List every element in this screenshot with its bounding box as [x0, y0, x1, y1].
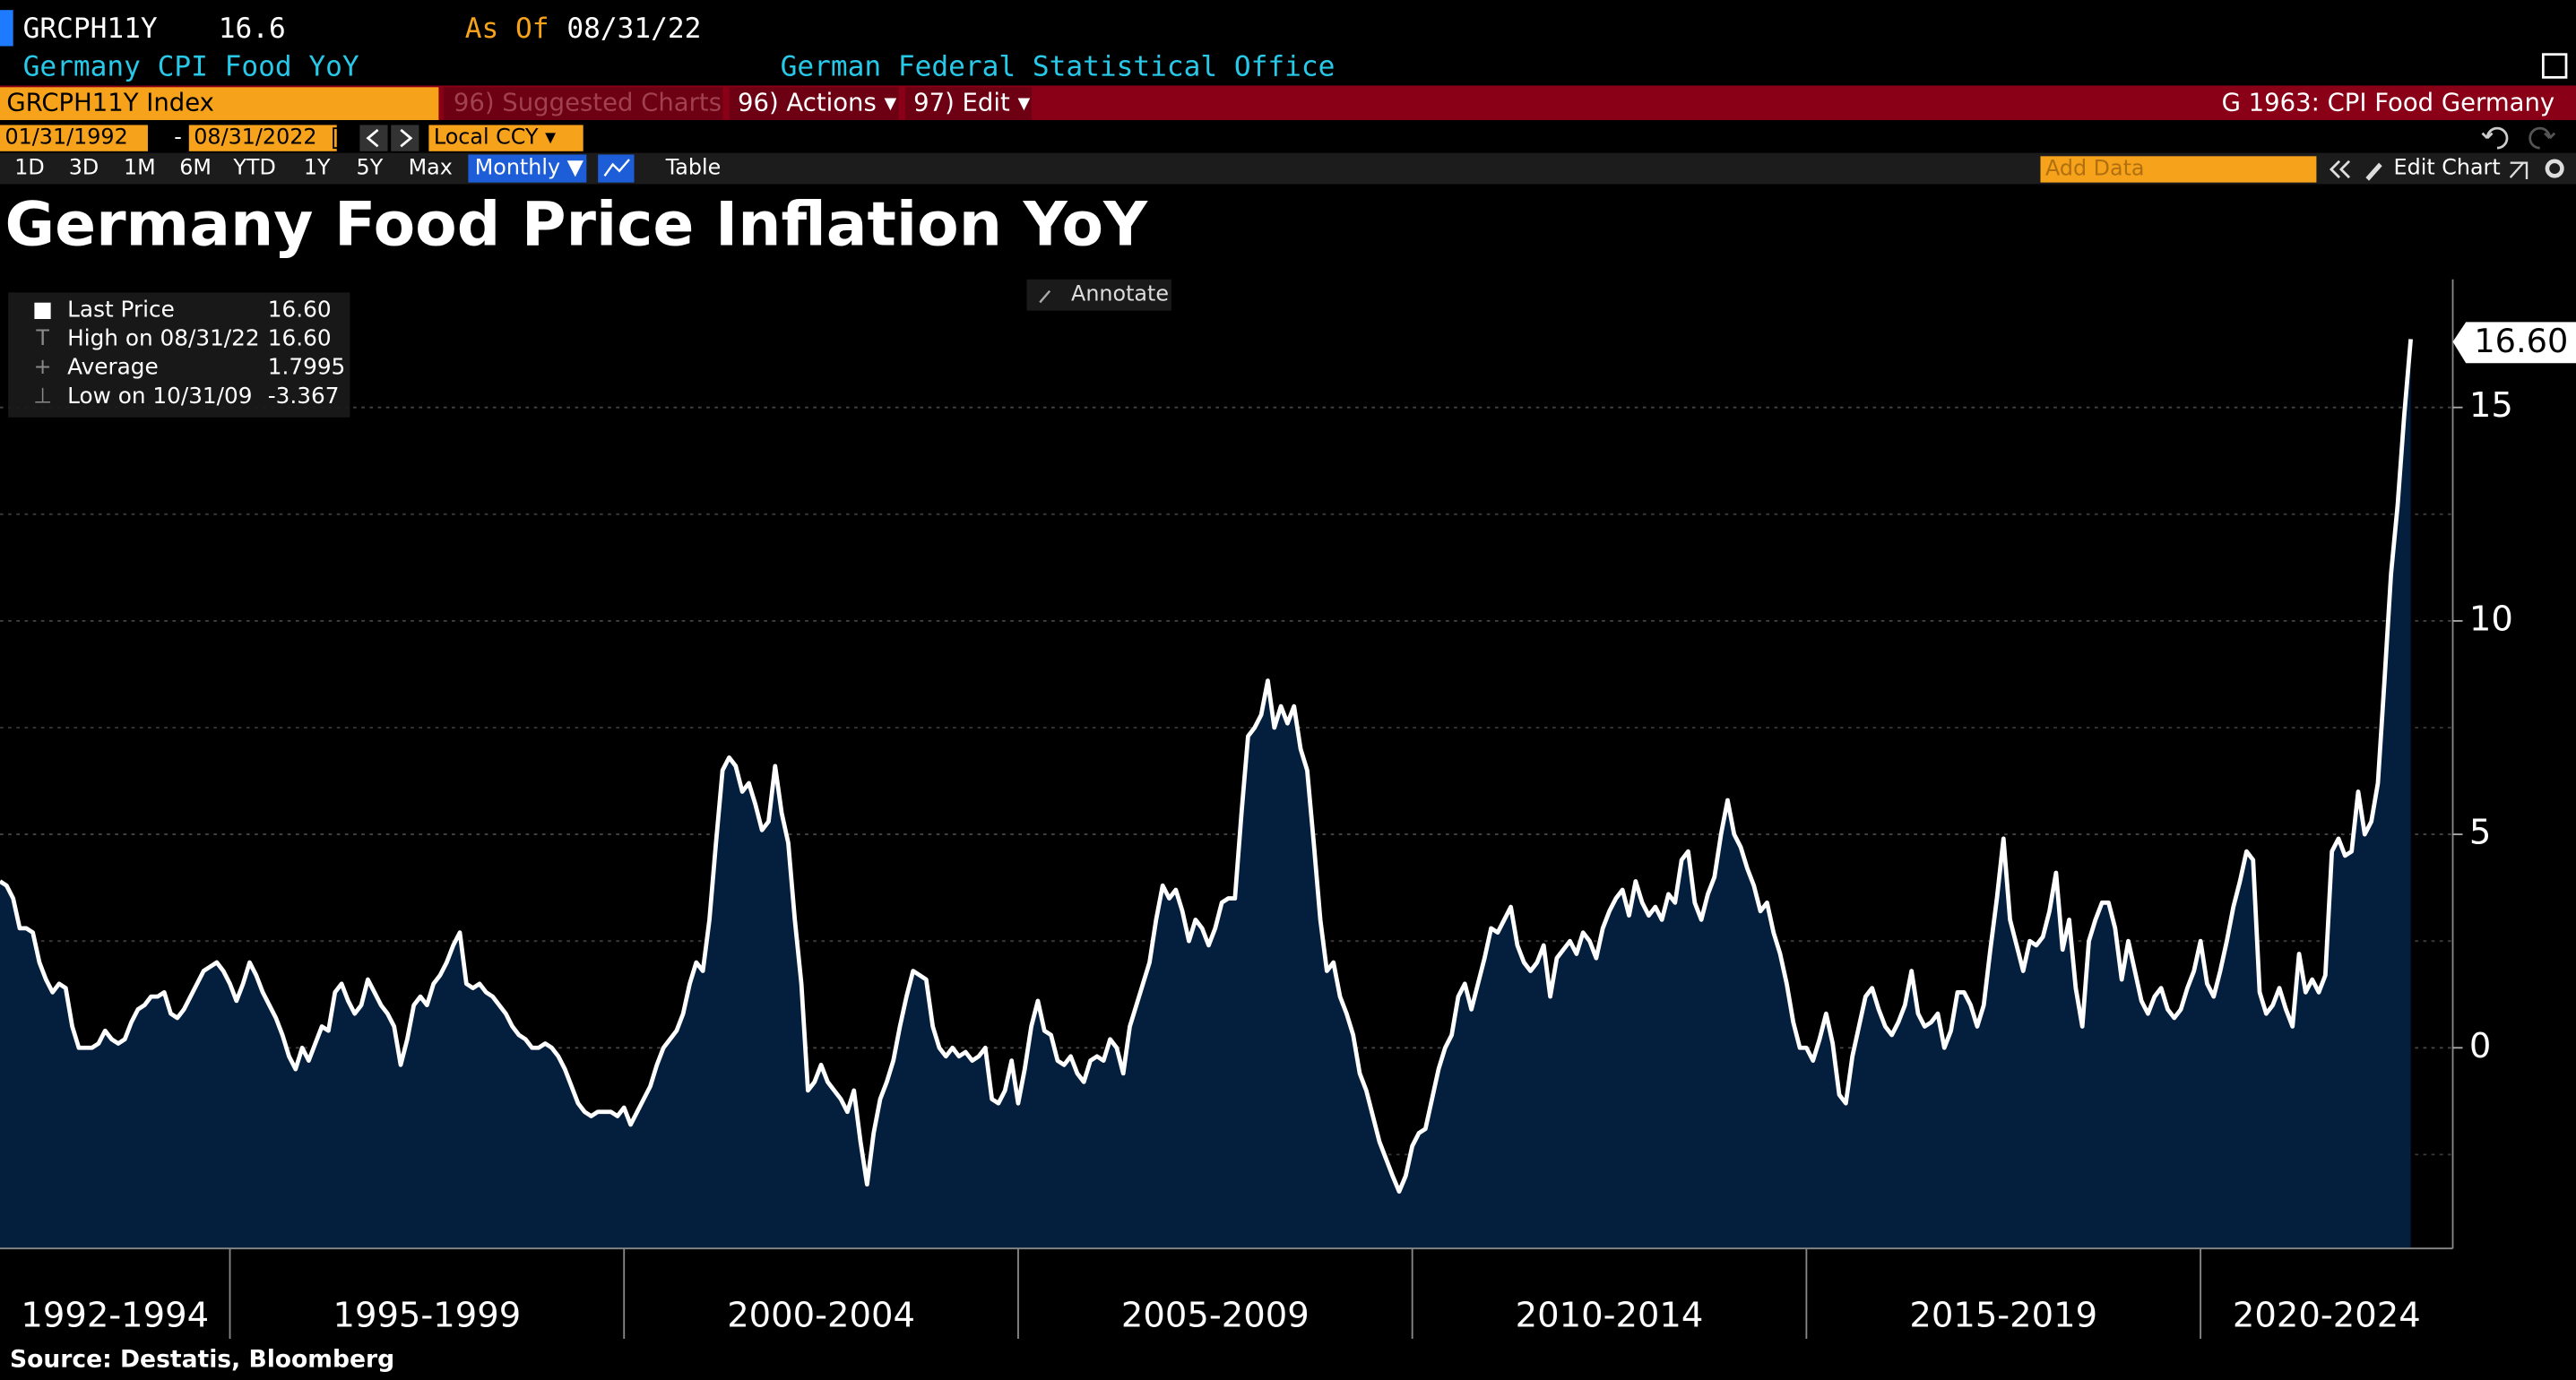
security-name: Germany CPI Food YoY	[23, 50, 359, 82]
range-button[interactable]: 1Y	[304, 155, 331, 180]
date-dash: -	[174, 125, 182, 150]
range-button[interactable]: Max	[409, 155, 453, 180]
x-tick-label: 2005-2009	[1121, 1296, 1310, 1336]
edit-button[interactable]	[904, 87, 1033, 120]
end-date: 08/31/2022	[194, 125, 316, 150]
plot: 0 5 10 15 1992-1994 1995-1999 2000-2004 2005-20…	[0, 279, 2513, 1339]
legend-symbol: T	[35, 325, 49, 350]
source-note: Source: Destatis, Bloomberg	[10, 1345, 394, 1373]
range-button[interactable]: 1M	[124, 155, 156, 180]
redo-icon[interactable]	[2528, 126, 2556, 150]
collapse-icon[interactable]	[2329, 160, 2351, 179]
add-data-field[interactable]	[2040, 156, 2317, 183]
legend-symbol: ⊥	[33, 383, 52, 408]
start-date-field[interactable]	[0, 125, 148, 151]
as-of-date: 08/31/22	[566, 13, 701, 45]
x-tick-label: 2000-2004	[727, 1296, 915, 1336]
y-tick-label: 5	[2469, 813, 2491, 853]
actions-button[interactable]	[729, 87, 899, 120]
legend-value: -3.367	[268, 383, 340, 409]
legend-box	[8, 292, 350, 418]
x-tick-label: 1992-1994	[21, 1296, 209, 1336]
legend-symbol: +	[34, 354, 52, 379]
undo-icon[interactable]	[2481, 126, 2509, 150]
x-tick-label: 2015-2019	[1909, 1296, 2097, 1336]
legend-value: 1.7995	[268, 354, 346, 380]
last-price: 16.6	[219, 13, 286, 45]
last-value-label: 16.60	[2474, 322, 2568, 360]
as-of-label: As Of	[465, 13, 549, 45]
x-tick-label: 2020-2024	[2233, 1296, 2421, 1336]
focus-marker	[0, 10, 13, 47]
y-tick-label: 10	[2469, 599, 2513, 639]
legend-label: Low on 10/31/09	[67, 383, 252, 409]
pencil-icon	[2365, 162, 2382, 181]
period-text: Monthly ▼	[475, 155, 584, 180]
x-tick-label: 1995-1999	[333, 1296, 521, 1336]
edit-chart-button[interactable]: Edit Chart	[2394, 155, 2501, 180]
currency: Local CCY ▾	[434, 125, 556, 150]
ticker: GRCPH11Y	[23, 13, 158, 45]
legend-value: 16.60	[268, 325, 332, 351]
actions-text: 96) Actions ▾	[738, 89, 897, 117]
security-text: GRCPH11Y Index	[6, 89, 214, 117]
security-field[interactable]	[0, 87, 439, 120]
legend: ■ Last Price 16.60 T High on 08/31/22 16.60 + A…	[32, 297, 345, 409]
range-button[interactable]: 1D	[14, 155, 45, 180]
calendar-icon[interactable]	[148, 127, 168, 150]
legend-label: High on 08/31/22	[67, 325, 259, 351]
last-value-tag	[2452, 322, 2576, 364]
range-button[interactable]: 6M	[179, 155, 212, 180]
range-buttons: 1D 3D 1M 6M YTD 1Y 5Y Max	[14, 155, 453, 180]
annotate-icon	[1039, 289, 1051, 304]
edit-text: 97) Edit ▾	[913, 89, 1030, 117]
legend-label: Last Price	[67, 297, 175, 323]
line	[0, 339, 2414, 1195]
next-button[interactable]	[391, 125, 419, 151]
x-tick-label: 2010-2014	[1516, 1296, 1704, 1336]
legend-label: Average	[67, 354, 159, 380]
legend-symbol: ■	[32, 297, 53, 322]
area-fill	[0, 339, 2411, 1249]
source-org: German Federal Statistical Office	[781, 50, 1336, 82]
prev-button[interactable]	[359, 125, 388, 151]
period-button[interactable]	[468, 154, 587, 183]
annotate-button[interactable]	[1026, 279, 1171, 311]
y-tick-label: 0	[2469, 1026, 2491, 1066]
legend-value: 16.60	[268, 297, 332, 323]
chart-title: Germany Food Price Inflation YoY	[4, 188, 1148, 259]
y-tick-label: 15	[2469, 385, 2513, 426]
next-icon	[400, 128, 413, 148]
range-button[interactable]: 5Y	[357, 155, 384, 180]
calendar-icon[interactable]	[333, 127, 351, 150]
popout-icon[interactable]	[2541, 53, 2568, 79]
function-code: G 1963: CPI Food Germany	[2222, 89, 2555, 117]
currency-field[interactable]	[428, 125, 583, 151]
range-button[interactable]: YTD	[232, 155, 275, 180]
annotate-text: Annotate	[1071, 281, 1169, 306]
suggested-text: 96) Suggested Charts	[454, 89, 722, 117]
end-date-field[interactable]	[188, 125, 337, 151]
chart-icon	[603, 159, 630, 177]
expand-icon[interactable]	[2509, 161, 2528, 179]
start-date: 01/31/1992	[4, 125, 127, 150]
prev-icon	[366, 128, 379, 148]
suggested-button[interactable]	[443, 87, 723, 120]
range-button[interactable]: 3D	[69, 155, 99, 180]
settings-icon[interactable]	[2545, 159, 2564, 178]
table-button[interactable]: Table	[665, 155, 722, 180]
add-data-text: Add Data	[2045, 155, 2145, 180]
